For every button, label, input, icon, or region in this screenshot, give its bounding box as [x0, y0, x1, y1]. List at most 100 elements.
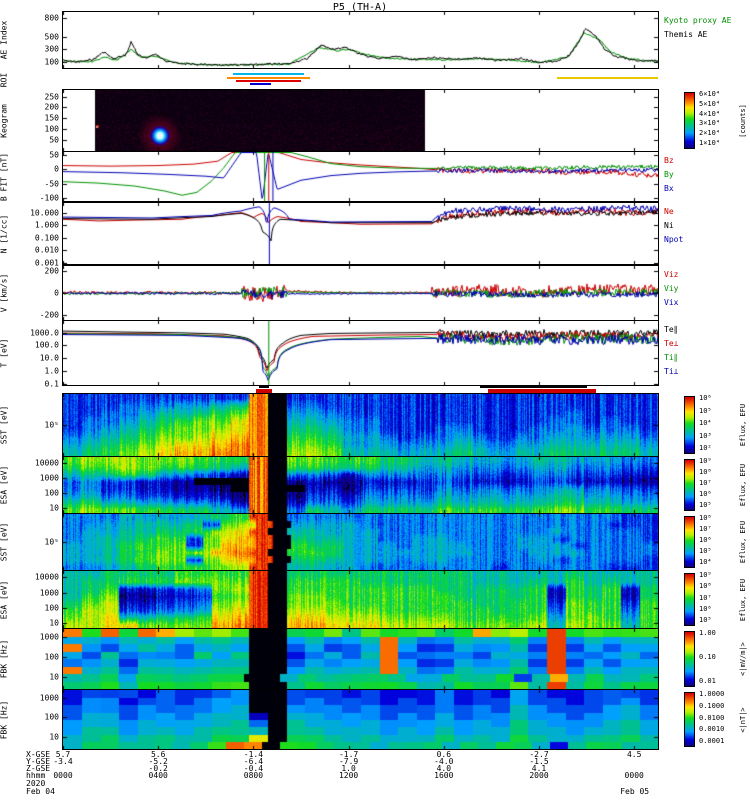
- colorbar-tick: 10⁶: [699, 536, 712, 544]
- panel-plot-sst-ion: [63, 394, 658, 456]
- panel-esa-ion: ESA [eV] 10000 1000 100 10 10⁹ 10⁸ 10⁷ 10⁶ 10⁵ Efl…: [0, 456, 747, 514]
- time-tick-label: 0400: [148, 771, 168, 780]
- colorbar-tick: 10⁹: [699, 457, 712, 465]
- y-tick-label: 10: [49, 503, 59, 513]
- colorbar-tick: 10⁸: [699, 582, 712, 591]
- y-tick-label: 1000: [39, 588, 59, 598]
- ephemeris-value: -2.7: [529, 750, 549, 759]
- y-tick-label: 1.0: [44, 366, 59, 376]
- panel-plot-fbk-b: [63, 690, 658, 749]
- panel-b-fit: B FIT [nT] 50 0 -50 -100 Bz By Bx: [0, 150, 674, 202]
- y-tick-label: 0.1: [44, 379, 59, 389]
- panel-keogram: Keogram 250 200 150 100 50 6×10⁴ 5×10⁴ 4×10⁴ 3×10…: [0, 89, 747, 152]
- panel-fbk-b: FBK [Hz] 1000 100 10 1.0000 0.1000 0.0100 0.001…: [0, 689, 747, 750]
- panel-ylabel-b-fit: B FIT [nT]: [0, 152, 9, 201]
- panel-ylabel-temperature: T [eV]: [0, 338, 9, 368]
- colorbar-label: [counts]: [739, 103, 747, 138]
- panel-sst-ion: SST [eV] 10⁵ 10⁶ 10⁵ 10⁴ 10³ 10² Eflux, EFU: [0, 393, 747, 457]
- colorbar-tick: 0.0010: [699, 725, 725, 734]
- colorbar-sst-ion: 10⁶ 10⁵ 10⁴ 10³ 10² Eflux, EFU: [684, 394, 750, 456]
- colorbar-tick: 0.1000: [699, 701, 725, 710]
- ephemeris-value: -7.9: [338, 757, 359, 766]
- colorbar-tick: 0.0001: [699, 737, 725, 745]
- series-label-kyotoproxyae: Kyoto proxy AE: [664, 16, 732, 25]
- y-tick-label: 0.100: [34, 233, 59, 243]
- panel-plot-fbk-e: [63, 629, 658, 689]
- panel-plot-esa-ion: [63, 457, 658, 513]
- series-label-viz: Viz: [664, 270, 679, 279]
- panel-ylabel-esa-elec: ESA [eV]: [0, 580, 9, 619]
- colorbar-tick: 4×10⁴: [699, 109, 721, 118]
- colorbar-gradient: [684, 573, 695, 626]
- date-left-label: Feb 04: [26, 787, 55, 796]
- axis-row-label: Y-GSE: [26, 757, 51, 766]
- panel-ae-index: AE Index 800 500 300 100 Kyoto proxy AE Themis…: [0, 11, 731, 69]
- series-label-viy: Viy: [664, 284, 679, 293]
- plot-title: P5 (TH-A): [332, 2, 388, 13]
- y-tick-label: 0.001: [34, 258, 59, 268]
- colorbar-fbk-b: 1.0000 0.1000 0.0100 0.0010 0.0001 <|nT|>: [684, 690, 750, 749]
- bar-segment: [235, 80, 301, 82]
- series-label-ti: Ti∥: [664, 353, 678, 362]
- colorbar-tick: 3×10⁴: [699, 119, 721, 128]
- ephemeris-value: 5.6: [150, 750, 166, 759]
- ephemeris-value: -1.4: [243, 750, 264, 759]
- y-tick-label: 10000: [34, 572, 59, 582]
- colorbar-label: Eflux, EFU: [739, 403, 747, 447]
- hhmm-label: hhmm: [26, 771, 46, 780]
- axis-row-label: Z-GSE: [26, 764, 51, 773]
- time-tick-label: 1600: [434, 771, 454, 780]
- y-tick-label: 250: [44, 92, 59, 102]
- colorbar-tick: 0.01: [699, 677, 716, 685]
- y-tick-label: 1000.0: [30, 328, 59, 338]
- colorbar-label: Eflux, EFU: [739, 520, 747, 564]
- colorbar-tick: 10⁸: [699, 468, 712, 476]
- time-tick-label: 0000: [624, 771, 644, 780]
- ephemeris-value: 1.0: [341, 764, 356, 773]
- panel-ylabel-density: N [1/cc]: [0, 214, 9, 253]
- series-label-npot: Npot: [664, 235, 684, 244]
- y-tick-label: 100: [44, 652, 59, 662]
- panel-ylabel-velocity: V [km/s]: [0, 273, 9, 313]
- colorbar-tick: 10³: [699, 431, 712, 440]
- panel-plot-velocity: [63, 266, 658, 320]
- ephemeris-value: -6.4: [243, 757, 264, 766]
- ephemeris-value: -4.0: [434, 757, 454, 766]
- colorbar-tick: 10⁶: [699, 394, 712, 402]
- colorbar-tick: 10⁷: [699, 593, 712, 602]
- colorbar-tick: 10⁹: [699, 571, 712, 579]
- colorbar-tick: 5×10⁴: [699, 99, 721, 108]
- ephemeris-value: -1.5: [529, 757, 549, 766]
- series-label-by: By: [664, 170, 674, 179]
- y-tick-label: 10⁵: [44, 537, 59, 547]
- bar-segment: [256, 389, 273, 394]
- time-tick-label: 1200: [338, 771, 359, 780]
- bar-segment: [250, 83, 272, 85]
- y-tick-label: 1000: [39, 473, 59, 483]
- y-tick-label: 0: [54, 288, 59, 298]
- colorbar-esa-ion: 10⁹ 10⁸ 10⁷ 10⁶ 10⁵ Eflux, EFU: [684, 457, 750, 513]
- panel-ylabel-ae-index: AE Index: [0, 20, 9, 60]
- y-tick-label: 100: [44, 124, 59, 134]
- panel-plot-ae-index: [63, 12, 658, 68]
- y-tick-label: 10.000: [30, 208, 59, 218]
- colorbar-tick: 10⁵: [699, 501, 712, 509]
- colorbar-label: Eflux, EFU: [739, 578, 747, 621]
- series-label-themisae: Themis AE: [664, 30, 708, 39]
- ephemeris-value: -5.2: [148, 757, 168, 766]
- panel-plot-esa-elec: [63, 571, 658, 628]
- year-label: 2020: [26, 779, 46, 788]
- time-tick-label: 2000: [529, 771, 549, 780]
- colorbar-keogram: 6×10⁴ 5×10⁴ 4×10⁴ 3×10⁴ 2×10⁴ 1×10⁴ [counts]: [684, 90, 750, 151]
- colorbar-fbk-e: 1.00 0.10 0.01 <|mV/m|>: [684, 629, 750, 689]
- y-tick-label: 100: [44, 488, 59, 498]
- y-tick-label: 50: [49, 135, 59, 145]
- bar-segment: [488, 389, 596, 394]
- colorbar-tick: 10⁶: [699, 490, 712, 498]
- panel-density: N [1/cc] 10.000 1.000 0.100 0.010 0.001 Ne Ni Np…: [0, 202, 683, 267]
- y-tick-label: 100: [44, 603, 59, 613]
- panel-plot-temperature: [63, 321, 658, 385]
- colorbar-tick: 6×10⁴: [699, 90, 721, 98]
- y-tick-label: 10: [49, 732, 59, 742]
